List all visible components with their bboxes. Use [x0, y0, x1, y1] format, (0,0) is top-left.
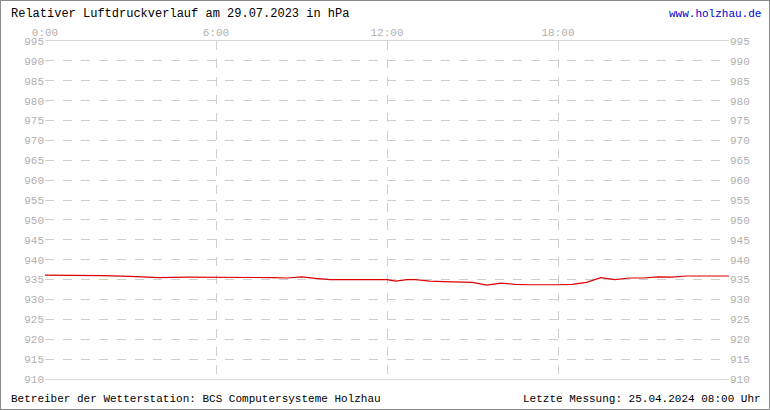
svg-text:995: 995: [730, 36, 750, 48]
svg-text:925: 925: [730, 314, 750, 326]
svg-text:960: 960: [730, 175, 750, 187]
svg-text:6:00: 6:00: [203, 27, 229, 39]
svg-text:Betreiber der Wetterstation: B: Betreiber der Wetterstation: BCS Compute…: [11, 393, 381, 405]
svg-text:940: 940: [24, 255, 44, 267]
svg-text:www.holzhau.de: www.holzhau.de: [669, 8, 761, 20]
svg-text:925: 925: [24, 314, 44, 326]
svg-text:975: 975: [730, 115, 750, 127]
svg-text:935: 935: [730, 274, 750, 286]
svg-text:18:00: 18:00: [541, 27, 574, 39]
svg-text:985: 985: [730, 76, 750, 88]
svg-text:930: 930: [24, 294, 44, 306]
svg-text:955: 955: [24, 195, 44, 207]
svg-text:990: 990: [730, 56, 750, 68]
svg-text:12:00: 12:00: [370, 27, 403, 39]
svg-text:975: 975: [24, 115, 44, 127]
svg-text:915: 915: [24, 354, 44, 366]
svg-text:965: 965: [24, 155, 44, 167]
svg-text:970: 970: [24, 135, 44, 147]
svg-text:940: 940: [730, 255, 750, 267]
svg-text:950: 950: [24, 215, 44, 227]
svg-text:995: 995: [24, 36, 44, 48]
svg-text:990: 990: [24, 56, 44, 68]
svg-text:Relativer Luftdruckverlauf am: Relativer Luftdruckverlauf am 29.07.2023…: [11, 7, 349, 21]
svg-text:985: 985: [24, 76, 44, 88]
svg-text:0:00: 0:00: [32, 27, 58, 39]
svg-text:945: 945: [730, 235, 750, 247]
svg-text:930: 930: [730, 294, 750, 306]
svg-text:910: 910: [24, 374, 44, 386]
svg-text:955: 955: [730, 195, 750, 207]
svg-text:935: 935: [24, 274, 44, 286]
svg-text:980: 980: [730, 96, 750, 108]
svg-text:980: 980: [24, 96, 44, 108]
svg-text:910: 910: [730, 374, 750, 386]
svg-text:Letzte Messung: 25.04.2024 08:: Letzte Messung: 25.04.2024 08:00 Uhr: [523, 393, 761, 405]
svg-text:915: 915: [730, 354, 750, 366]
svg-text:960: 960: [24, 175, 44, 187]
svg-text:920: 920: [24, 334, 44, 346]
svg-text:970: 970: [730, 135, 750, 147]
svg-text:945: 945: [24, 235, 44, 247]
svg-text:950: 950: [730, 215, 750, 227]
svg-text:965: 965: [730, 155, 750, 167]
svg-text:920: 920: [730, 334, 750, 346]
